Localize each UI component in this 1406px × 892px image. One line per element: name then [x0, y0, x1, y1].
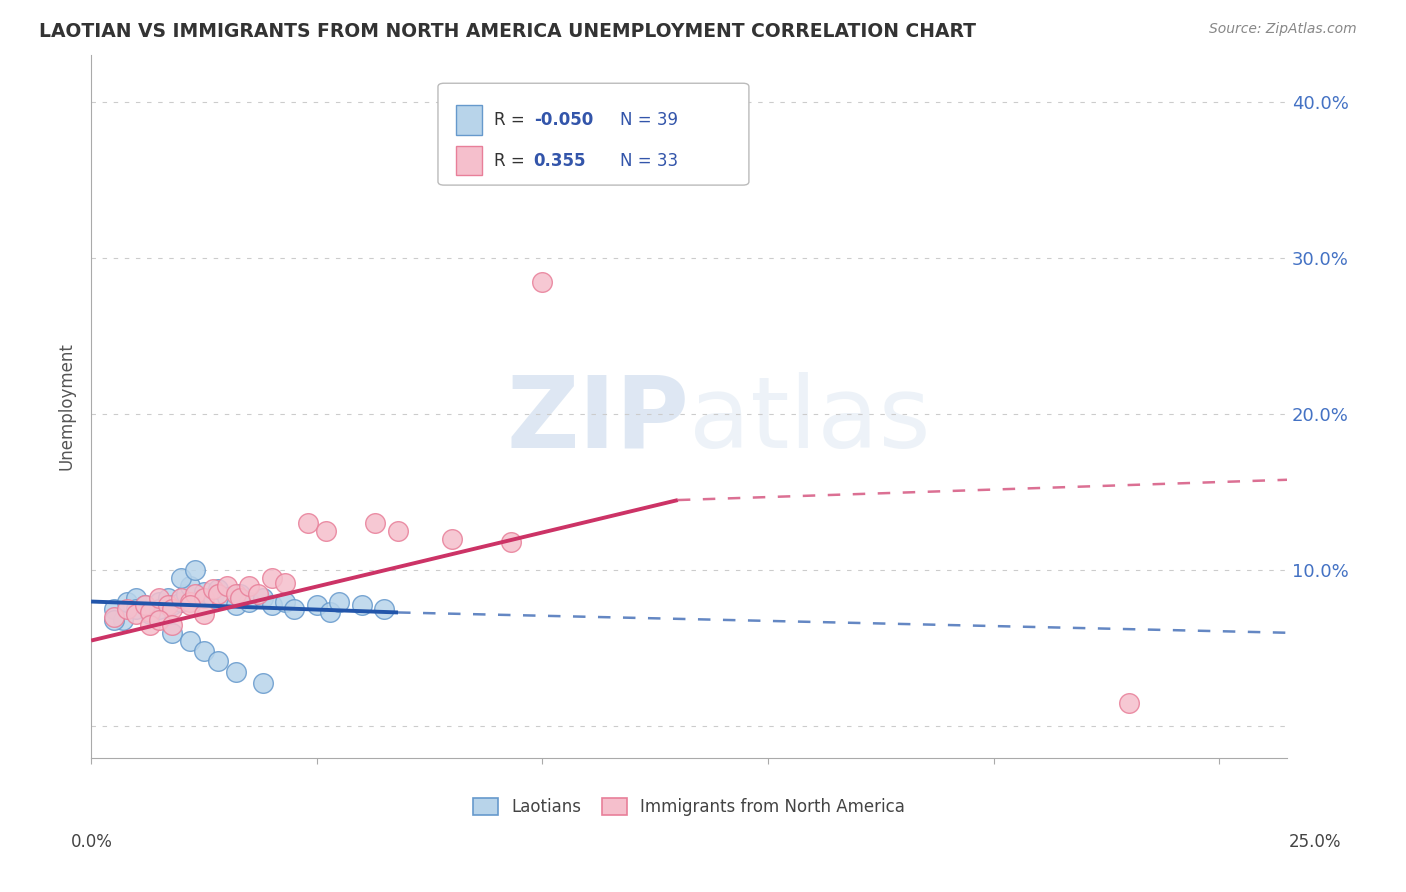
Point	[201, 582, 224, 596]
Point	[111, 613, 134, 627]
Point	[103, 602, 125, 616]
Point	[193, 591, 215, 606]
Point	[207, 582, 229, 596]
Point	[103, 610, 125, 624]
Point	[225, 665, 247, 679]
Point	[162, 598, 184, 612]
Text: -0.050: -0.050	[534, 111, 593, 129]
Point	[229, 591, 252, 606]
Point	[179, 633, 201, 648]
Point	[134, 598, 156, 612]
Point	[328, 594, 350, 608]
Point	[193, 644, 215, 658]
FancyBboxPatch shape	[439, 83, 749, 186]
Point	[315, 524, 337, 539]
Text: LAOTIAN VS IMMIGRANTS FROM NORTH AMERICA UNEMPLOYMENT CORRELATION CHART: LAOTIAN VS IMMIGRANTS FROM NORTH AMERICA…	[39, 22, 976, 41]
Point	[125, 602, 148, 616]
Point	[238, 594, 260, 608]
Point	[319, 606, 342, 620]
Point	[373, 602, 395, 616]
Point	[283, 602, 305, 616]
Point	[125, 591, 148, 606]
Point	[117, 602, 139, 616]
Point	[174, 587, 197, 601]
Point	[193, 607, 215, 621]
Point	[225, 598, 247, 612]
Point	[215, 590, 238, 604]
Point	[252, 591, 274, 606]
Point	[170, 591, 193, 606]
Point	[134, 598, 156, 612]
Point	[179, 594, 201, 608]
Point	[103, 613, 125, 627]
FancyBboxPatch shape	[456, 105, 482, 135]
Point	[1118, 696, 1140, 710]
FancyBboxPatch shape	[456, 146, 482, 176]
Point	[170, 594, 193, 608]
Point	[215, 579, 238, 593]
Point	[139, 618, 162, 632]
Text: N = 39: N = 39	[620, 111, 678, 129]
Text: Source: ZipAtlas.com: Source: ZipAtlas.com	[1209, 22, 1357, 37]
Point	[148, 602, 170, 616]
Y-axis label: Unemployment: Unemployment	[58, 343, 75, 470]
Point	[274, 575, 297, 590]
Text: R =: R =	[494, 152, 530, 169]
Point	[225, 587, 247, 601]
Point	[260, 598, 283, 612]
Text: 0.0%: 0.0%	[70, 833, 112, 851]
Point	[350, 598, 373, 612]
Point	[252, 675, 274, 690]
Point	[139, 607, 162, 621]
Point	[229, 587, 252, 601]
Point	[162, 618, 184, 632]
Point	[193, 585, 215, 599]
Text: R =: R =	[494, 111, 530, 129]
Point	[207, 654, 229, 668]
Text: atlas: atlas	[689, 372, 931, 469]
Text: N = 33: N = 33	[620, 152, 678, 169]
Point	[179, 598, 201, 612]
Text: 25.0%: 25.0%	[1288, 833, 1341, 851]
Point	[305, 598, 328, 612]
Point	[531, 275, 554, 289]
Point	[156, 591, 179, 606]
Point	[207, 587, 229, 601]
Point	[117, 594, 139, 608]
Point	[125, 607, 148, 621]
Point	[274, 594, 297, 608]
Point	[184, 587, 207, 601]
Point	[364, 516, 387, 531]
Legend: Laotians, Immigrants from North America: Laotians, Immigrants from North America	[474, 797, 905, 816]
Point	[162, 602, 184, 616]
Text: 0.355: 0.355	[534, 152, 586, 169]
Point	[148, 613, 170, 627]
Point	[247, 587, 270, 601]
Point	[148, 594, 170, 608]
Point	[499, 535, 522, 549]
Point	[201, 591, 224, 606]
Point	[139, 606, 162, 620]
Point	[441, 532, 464, 546]
Point	[184, 563, 207, 577]
Point	[179, 579, 201, 593]
Point	[238, 579, 260, 593]
Point	[148, 591, 170, 606]
Point	[156, 598, 179, 612]
Point	[297, 516, 319, 531]
Point	[387, 524, 409, 539]
Point	[260, 571, 283, 585]
Point	[162, 625, 184, 640]
Point	[170, 571, 193, 585]
Text: ZIP: ZIP	[506, 372, 689, 469]
